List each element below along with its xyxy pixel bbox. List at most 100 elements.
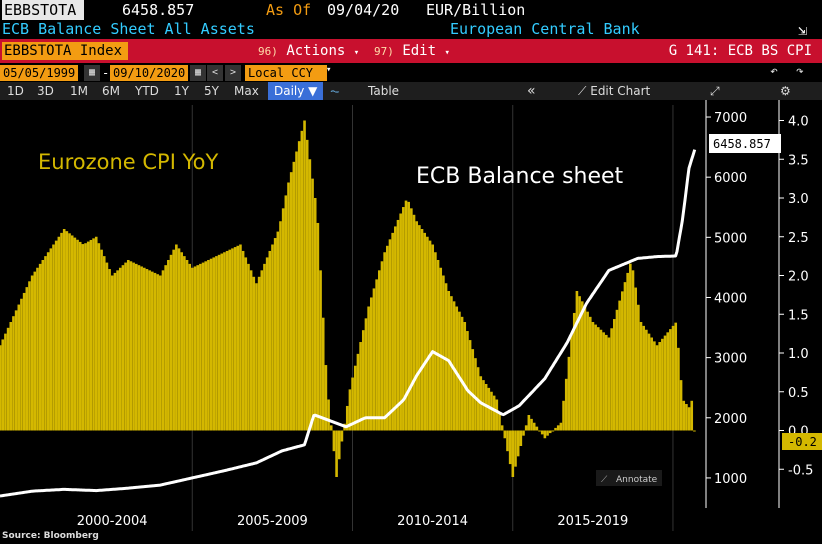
line-chart-icon[interactable]: ⏦	[330, 84, 340, 98]
period-max[interactable]: Max	[234, 84, 259, 98]
x-axis-label: 2000-2004	[77, 514, 148, 529]
annotate-icon: ⟋	[601, 475, 608, 485]
cpi-bar	[204, 261, 208, 431]
cpi-bar	[458, 311, 461, 431]
cpi-bar	[615, 309, 619, 431]
period-1m[interactable]: 1M	[70, 84, 88, 98]
cpi-bar	[679, 380, 683, 431]
right-axis-label: 4.0	[788, 115, 809, 130]
start-date-input[interactable]: 05/05/1999	[0, 65, 79, 81]
cpi-bar	[538, 430, 541, 432]
cpi-bar	[418, 225, 421, 431]
period-3d[interactable]: 3D	[37, 84, 54, 98]
cpi-bar	[535, 426, 539, 431]
cpi-bar	[500, 425, 504, 431]
cpi-bar	[669, 329, 672, 431]
period-5y[interactable]: 5Y	[204, 84, 219, 98]
cpi-bar	[284, 195, 288, 431]
cpi-bar	[236, 245, 240, 431]
cpi-bar	[604, 334, 608, 431]
edit-chart-button[interactable]: ⟋ Edit Chart	[578, 84, 651, 98]
frequency-select[interactable]: Daily ▼	[268, 82, 324, 100]
cpi-bar	[108, 269, 111, 431]
cpi-bar	[391, 232, 394, 431]
cpi-bar	[105, 262, 109, 431]
cpi-bar	[637, 304, 640, 431]
cpi-bar	[151, 271, 154, 431]
as-of-date: 09/04/20	[327, 1, 400, 19]
annotate-button[interactable]: ⟋ Annotate	[596, 470, 662, 486]
back-arrow-icon[interactable]: <	[207, 65, 223, 81]
cpi-bar	[487, 387, 491, 431]
collapse-button[interactable]: «	[527, 83, 536, 99]
period-1y[interactable]: 1Y	[174, 84, 189, 98]
expand-icon[interactable]: ⤢	[710, 84, 720, 98]
cpi-bar	[193, 266, 197, 431]
gear-icon[interactable]: ⚙	[780, 84, 791, 98]
cpi-bar	[52, 244, 55, 431]
cpi-bar	[73, 237, 77, 431]
period-1d[interactable]: 1D	[7, 84, 24, 98]
cpi-bar	[594, 324, 597, 431]
period-ytd[interactable]: YTD	[135, 84, 159, 98]
cpi-bar	[223, 252, 226, 431]
calendar-icon[interactable]: ▦	[84, 65, 100, 81]
cpi-bar	[693, 430, 696, 432]
cpi-bar	[599, 329, 603, 431]
forward-arrow-icon[interactable]: >	[225, 65, 241, 81]
cpi-bar	[685, 404, 688, 431]
cpi-bar	[503, 430, 507, 439]
cpi-bar	[621, 291, 624, 431]
cpi-bar	[44, 256, 47, 431]
cpi-bar	[148, 270, 151, 431]
cpi-bar	[388, 239, 392, 431]
cpi-bar	[626, 272, 629, 431]
period-6m[interactable]: 6M	[102, 84, 120, 98]
cpi-bar	[273, 238, 277, 431]
calendar-icon[interactable]: ▦	[190, 65, 206, 81]
cpi-bar	[199, 263, 202, 431]
cpi-bar	[169, 254, 173, 431]
chevron-down-icon[interactable]: ▾	[326, 65, 332, 75]
cpi-bar	[337, 430, 341, 460]
ticker-label[interactable]: EBBSTOTA	[2, 0, 85, 20]
balance-sheet-annotation: ECB Balance sheet	[416, 164, 624, 189]
cpi-bar	[466, 331, 469, 431]
cpi-bar	[100, 249, 103, 431]
end-date-input[interactable]: 09/10/2020	[110, 65, 189, 81]
cpi-bar	[276, 231, 280, 431]
cpi-bar	[132, 262, 135, 431]
cpi-bar	[46, 252, 50, 431]
edit-button[interactable]: 97) Edit ▾	[374, 43, 450, 59]
cpi-bar	[340, 430, 344, 442]
cpi-bar	[65, 231, 69, 431]
annotate-label: Annotate	[616, 475, 658, 485]
cpi-bar	[442, 275, 445, 431]
cpi-bar	[297, 141, 301, 431]
cpi-bar	[303, 120, 306, 431]
cpi-bar	[249, 270, 253, 431]
export-icon[interactable]: ⇲	[798, 21, 808, 39]
table-button[interactable]: Table	[368, 84, 400, 98]
cpi-bar	[126, 260, 130, 431]
redo-icon[interactable]: ↷	[796, 64, 804, 79]
cpi-bar	[661, 338, 664, 431]
cpi-bar	[247, 263, 250, 431]
cpi-bar	[423, 232, 427, 431]
left-axis-label: 7000	[714, 111, 747, 126]
cpi-bar	[1, 339, 5, 431]
cpi-bar	[159, 275, 162, 431]
currency-select[interactable]: Local CCY	[245, 65, 327, 81]
cpi-bar	[578, 296, 581, 431]
cpi-bar	[530, 418, 533, 431]
cpi-bar	[188, 263, 192, 431]
cpi-bar	[255, 283, 258, 431]
cpi-bar	[647, 333, 651, 431]
security-input[interactable]: EBBSTOTA Index	[2, 42, 129, 60]
x-axis-label: 2010-2014	[397, 514, 468, 529]
actions-button[interactable]: 96) Actions ▾	[258, 43, 360, 59]
undo-icon[interactable]: ↶	[770, 64, 778, 79]
cpi-bar	[239, 244, 242, 431]
left-axis-label: 4000	[714, 291, 747, 306]
cpi-bar	[313, 198, 317, 431]
